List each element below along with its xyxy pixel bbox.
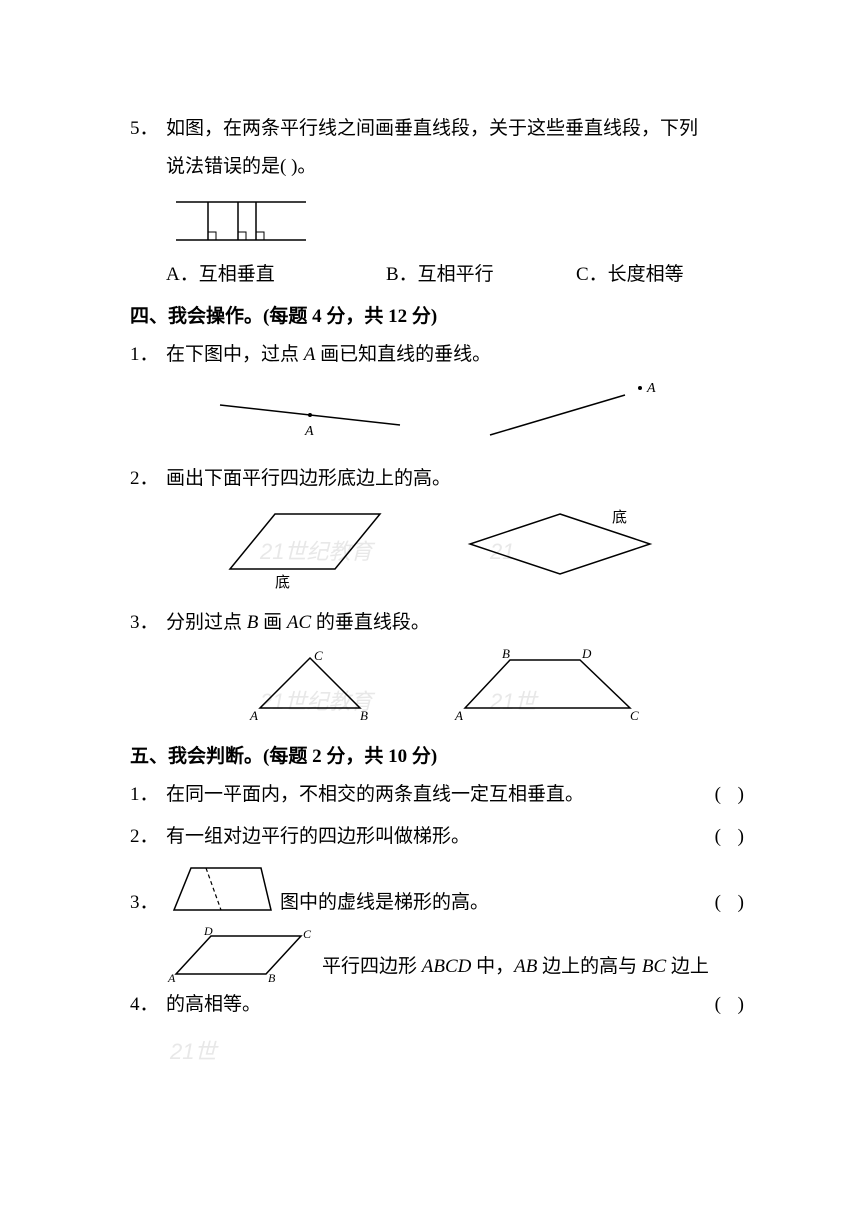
q5-choice-a: A．互相垂直 <box>166 256 386 294</box>
s5-q1-text: 在同一平面内，不相交的两条直线一定互相垂直。 <box>166 776 584 814</box>
s5-q4-num: 4． <box>130 986 166 1024</box>
q5-choices: A．互相垂直 B．互相平行 C．长度相等 <box>166 256 750 294</box>
s5-q4-tb: 中， <box>471 956 514 977</box>
q5: 5． 如图，在两条平行线之间画垂直线段，关于这些垂直线段，下列 说法错误的是( … <box>130 110 750 294</box>
s4-q3-tb: 画 <box>258 612 287 633</box>
s5-q4-te: 的高相等。 <box>166 986 261 1024</box>
s5-q3: 3． 图中的虚线是梯形的高。 ( ) <box>130 860 750 922</box>
q5-figure <box>166 192 750 250</box>
s5-q2-num: 2． <box>130 818 166 856</box>
s5-q4-ta: 平行四边形 <box>322 956 422 977</box>
svg-text:A: A <box>646 381 656 396</box>
svg-text:B: B <box>360 708 368 723</box>
svg-text:A: A <box>304 424 314 439</box>
svg-text:B: B <box>502 648 510 661</box>
s4-q1-A: A <box>304 344 316 365</box>
s4-q3-figs: C A B B D A C <box>130 648 750 728</box>
parallelogram-1: 底 <box>220 504 400 594</box>
svg-text:A: A <box>249 708 258 723</box>
s4-q3: 3． 分别过点 B 画 AC 的垂直线段。 <box>130 604 750 642</box>
trapezoid-abcd: B D A C <box>450 648 650 728</box>
s4-q3-num: 3． <box>130 604 166 642</box>
svg-text:C: C <box>630 708 639 723</box>
q5-line2: 说法错误的是( )。 <box>166 148 750 186</box>
q5-choice-c: C．长度相等 <box>576 256 750 294</box>
s5-q2: 2． 有一组对边平行的四边形叫做梯形。 ( ) <box>130 818 750 856</box>
s4-q2-num: 2． <box>130 460 166 498</box>
svg-text:A: A <box>167 971 176 985</box>
s4-q3-AC: AC <box>287 612 311 633</box>
s5-q3-num: 3． <box>130 884 166 922</box>
svg-text:D: D <box>203 926 213 938</box>
s5-q4-td: 边上 <box>666 956 709 977</box>
s5-q1-num: 1． <box>130 776 166 814</box>
s4-q1: 1． 在下图中，过点 A 画已知直线的垂线。 <box>130 336 750 374</box>
svg-text:底: 底 <box>612 509 627 526</box>
s5-q1: 1． 在同一平面内，不相交的两条直线一定互相垂直。 ( ) <box>130 776 750 814</box>
q5-line1: 如图，在两条平行线之间画垂直线段，关于这些垂直线段，下列 <box>166 110 750 148</box>
trapezoid-dashed-icon <box>166 860 276 922</box>
parallelogram-abcd-icon: D C A B <box>166 926 316 986</box>
q5-num: 5． <box>130 110 166 294</box>
svg-text:C: C <box>303 927 312 941</box>
s4-q2: 2． 画出下面平行四边形底边上的高。 <box>130 460 750 498</box>
s5-q4-tc: 边上的高与 <box>537 956 642 977</box>
section5-title: 五、我会判断。(每题 2 分，共 10 分) <box>130 738 750 776</box>
triangle-abc: C A B <box>230 648 390 728</box>
parallelogram-2: 底 <box>460 504 660 594</box>
s5-q4: 4． D C A B 平行四边形 ABCD 中，AB 边上的高与 BC 边上 的… <box>130 926 750 1024</box>
s5-q3-paren: ( ) <box>715 884 750 922</box>
s4-q1-ta: 在下图中，过点 <box>166 344 304 365</box>
section4-title: 四、我会操作。(每题 4 分，共 12 分) <box>130 298 750 336</box>
s4-q3-ta: 分别过点 <box>166 612 247 633</box>
svg-text:C: C <box>314 648 323 663</box>
s4-q3-tc: 的垂直线段。 <box>311 612 430 633</box>
s5-q2-paren: ( ) <box>715 818 750 856</box>
s4-q1-figs: A A <box>130 380 750 450</box>
s5-q4-bc: BC <box>642 956 666 977</box>
s5-q4-abcd: ABCD <box>422 956 472 977</box>
s5-q2-text: 有一组对边平行的四边形叫做梯形。 <box>166 818 470 856</box>
s5-q4-ab: AB <box>514 956 537 977</box>
s4-q1-num: 1． <box>130 336 166 374</box>
s5-q1-paren: ( ) <box>715 776 750 814</box>
perp-fig-1: A <box>210 380 410 450</box>
svg-text:D: D <box>581 648 592 661</box>
s5-q4-paren: ( ) <box>715 986 750 1024</box>
svg-text:A: A <box>454 708 463 723</box>
watermark-5: 21世 <box>170 1030 216 1074</box>
s4-q2-text: 画出下面平行四边形底边上的高。 <box>166 460 750 498</box>
s5-q3-text: 图中的虚线是梯形的高。 <box>280 884 489 922</box>
s4-q3-B: B <box>247 612 259 633</box>
perp-fig-2: A <box>470 380 670 450</box>
q5-choice-b: B．互相平行 <box>386 256 576 294</box>
s4-q2-figs: 底 底 <box>130 504 750 594</box>
s4-q1-tb: 画已知直线的垂线。 <box>315 344 491 365</box>
parallel-lines-icon <box>166 192 316 250</box>
svg-text:底: 底 <box>275 574 290 591</box>
svg-text:B: B <box>268 971 276 985</box>
